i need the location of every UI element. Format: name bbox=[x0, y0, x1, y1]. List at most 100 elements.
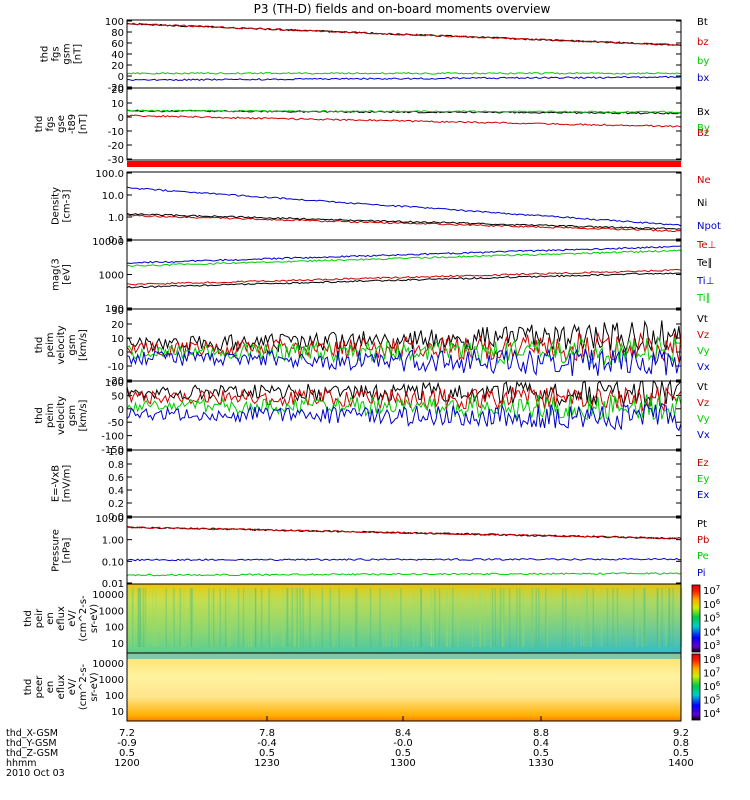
series-pi-line bbox=[126, 557, 682, 562]
colorbar-base: 10 bbox=[703, 655, 716, 666]
y-tick-label: 0 bbox=[118, 348, 124, 359]
ion-spectrogram-streak bbox=[132, 588, 135, 647]
ion-spectrogram-streak bbox=[179, 588, 181, 647]
footer-value: 1300 bbox=[390, 758, 415, 769]
y-tick-label: 10 bbox=[111, 99, 124, 110]
y-axis-label: thdfgsgse-t89[nT] bbox=[34, 114, 89, 134]
y-axis-label-line: Density bbox=[51, 187, 62, 225]
ion-spectrogram-streak bbox=[562, 588, 564, 647]
y-tick-label: 80 bbox=[111, 28, 124, 39]
y-axis-label: thdpeerenefluxeV/(cm^2-s-sr-eV) bbox=[23, 663, 100, 710]
footer-row-label: thd_X-GSM bbox=[6, 728, 58, 739]
colorbar bbox=[691, 584, 701, 653]
legend-ez: Ez bbox=[697, 458, 709, 469]
ion-spectrogram-streak bbox=[212, 588, 215, 647]
y-tick-label: 0.0 bbox=[108, 512, 124, 523]
panel-frame bbox=[126, 449, 682, 518]
y-tick-label: -10 bbox=[108, 362, 124, 373]
y-tick-label: 0 bbox=[118, 72, 124, 83]
y-axis-label-line: thd bbox=[34, 407, 45, 424]
ion-spectrogram-streak bbox=[208, 588, 210, 647]
series-vx-line bbox=[126, 348, 682, 377]
ion-spectrogram-streak bbox=[190, 588, 193, 647]
ion-spectrogram-streak bbox=[484, 588, 486, 647]
ion-spectrogram-streak bbox=[434, 588, 436, 647]
ion-spectrogram-streak bbox=[249, 588, 252, 647]
ion-spectrogram-streak bbox=[583, 588, 585, 647]
ion-spectrogram-streak bbox=[643, 588, 645, 647]
colorbar-tick-label: 106 bbox=[703, 680, 721, 693]
ion-spectrogram-streak bbox=[432, 588, 435, 647]
ion-spectrogram-streak bbox=[356, 588, 358, 647]
footer-value: 0.5 bbox=[395, 748, 411, 759]
y-axis-label-line: [km/s] bbox=[78, 399, 89, 431]
ion-spectrogram-streak bbox=[501, 588, 504, 647]
ion-spectrogram-streak bbox=[471, 588, 474, 647]
ion-spectrogram-streak bbox=[573, 588, 575, 647]
ion-spectrogram-streak bbox=[644, 588, 646, 647]
legend-pi: Pi bbox=[697, 568, 706, 579]
legend-ey: Ey bbox=[697, 474, 709, 485]
y-tick-label: 100 bbox=[105, 378, 124, 389]
legend-vt: Vt bbox=[697, 382, 708, 393]
panel-3: 100.0 10.0 1.0 0.1 Density[cm-3] Ne Ni Npot bbox=[51, 169, 721, 246]
ion-spectrogram-streak bbox=[656, 588, 659, 647]
ion-spectrogram-streak bbox=[665, 588, 667, 647]
series-pb-line bbox=[126, 525, 682, 540]
y-tick-label: 1000 bbox=[99, 606, 124, 617]
legend-bz: Bz bbox=[697, 128, 709, 139]
footer-value: 0.5 bbox=[533, 748, 549, 759]
footer-value: -0.0 bbox=[393, 738, 413, 749]
ion-spectrogram-streak bbox=[302, 588, 304, 647]
y-axis-label: thdpeimvelocitygsm[km/s] bbox=[34, 325, 89, 364]
ion-spectrogram-streak bbox=[385, 588, 387, 647]
y-axis-label: thdpeirenefluxeV/(cm^2-s-sr-eV) bbox=[23, 595, 100, 642]
ion-spectrogram-streak bbox=[155, 588, 157, 647]
y-tick-label: 20 bbox=[111, 85, 124, 96]
y-axis-label: thdfgsgsm[nT] bbox=[40, 43, 84, 64]
y-tick-label: 30 bbox=[111, 306, 124, 317]
ion-spectrogram-highflux bbox=[127, 584, 681, 653]
footer-row-label: hhmm bbox=[6, 758, 37, 769]
y-tick-label: 20 bbox=[111, 61, 124, 72]
y-axis-label-line: gsm bbox=[62, 43, 73, 64]
colorbar-tick-label: 107 bbox=[703, 667, 720, 680]
ion-spectrogram-streak bbox=[296, 588, 298, 647]
colorbar-base: 10 bbox=[703, 627, 716, 638]
ion-spectrogram-streak bbox=[294, 588, 297, 647]
y-axis-label-line: gse bbox=[56, 115, 67, 133]
y-tick-label: 0.01 bbox=[102, 579, 124, 590]
ion-spectrogram-streak bbox=[449, 588, 452, 647]
footer-value: 8.4 bbox=[395, 728, 411, 739]
ion-spectrogram-streak bbox=[420, 588, 422, 647]
ion-spectrogram-streak bbox=[173, 588, 175, 647]
series-vy-line bbox=[126, 393, 682, 421]
ion-spectrogram-streak bbox=[502, 588, 505, 647]
ion-spectrogram-streak bbox=[144, 588, 147, 647]
series-by-line bbox=[126, 72, 682, 75]
ion-spectrogram-streak bbox=[312, 588, 315, 647]
colorbar-exponent: 6 bbox=[716, 680, 721, 688]
colorbar-base: 10 bbox=[703, 614, 716, 625]
footer-value: -0.4 bbox=[257, 738, 277, 749]
legend-bz: bz bbox=[697, 37, 709, 48]
date-label: 2010 Oct 03 bbox=[6, 768, 65, 779]
panel-frame bbox=[126, 87, 682, 161]
y-axis-label-line: thd bbox=[23, 610, 34, 627]
figure-title: P3 (TH-D) fields and on-board moments ov… bbox=[254, 2, 551, 16]
ion-spectrogram-streak bbox=[227, 588, 230, 647]
ion-spectrogram-streak bbox=[400, 588, 402, 647]
ion-spectrogram-streak bbox=[165, 588, 167, 647]
ion-spectrogram-streak bbox=[491, 588, 494, 647]
legend-ni: Ni bbox=[697, 198, 707, 209]
y-axis-label-line: Pressure bbox=[51, 529, 62, 572]
y-axis-label: Density[cm-3] bbox=[51, 187, 73, 225]
y-tick-label: 100 bbox=[105, 691, 124, 702]
y-axis-label-line: thd bbox=[34, 116, 45, 133]
ion-spectrogram-streak bbox=[446, 588, 448, 647]
legend-bx: bx bbox=[697, 73, 709, 84]
series-pe-line bbox=[126, 572, 682, 577]
colorbar-tick-label: 103 bbox=[703, 639, 720, 652]
panel-7: 1.0 0.8 0.6 0.4 0.2 0.0 E=-VxB[mV/m] Ez Ey Ex bbox=[51, 447, 710, 523]
